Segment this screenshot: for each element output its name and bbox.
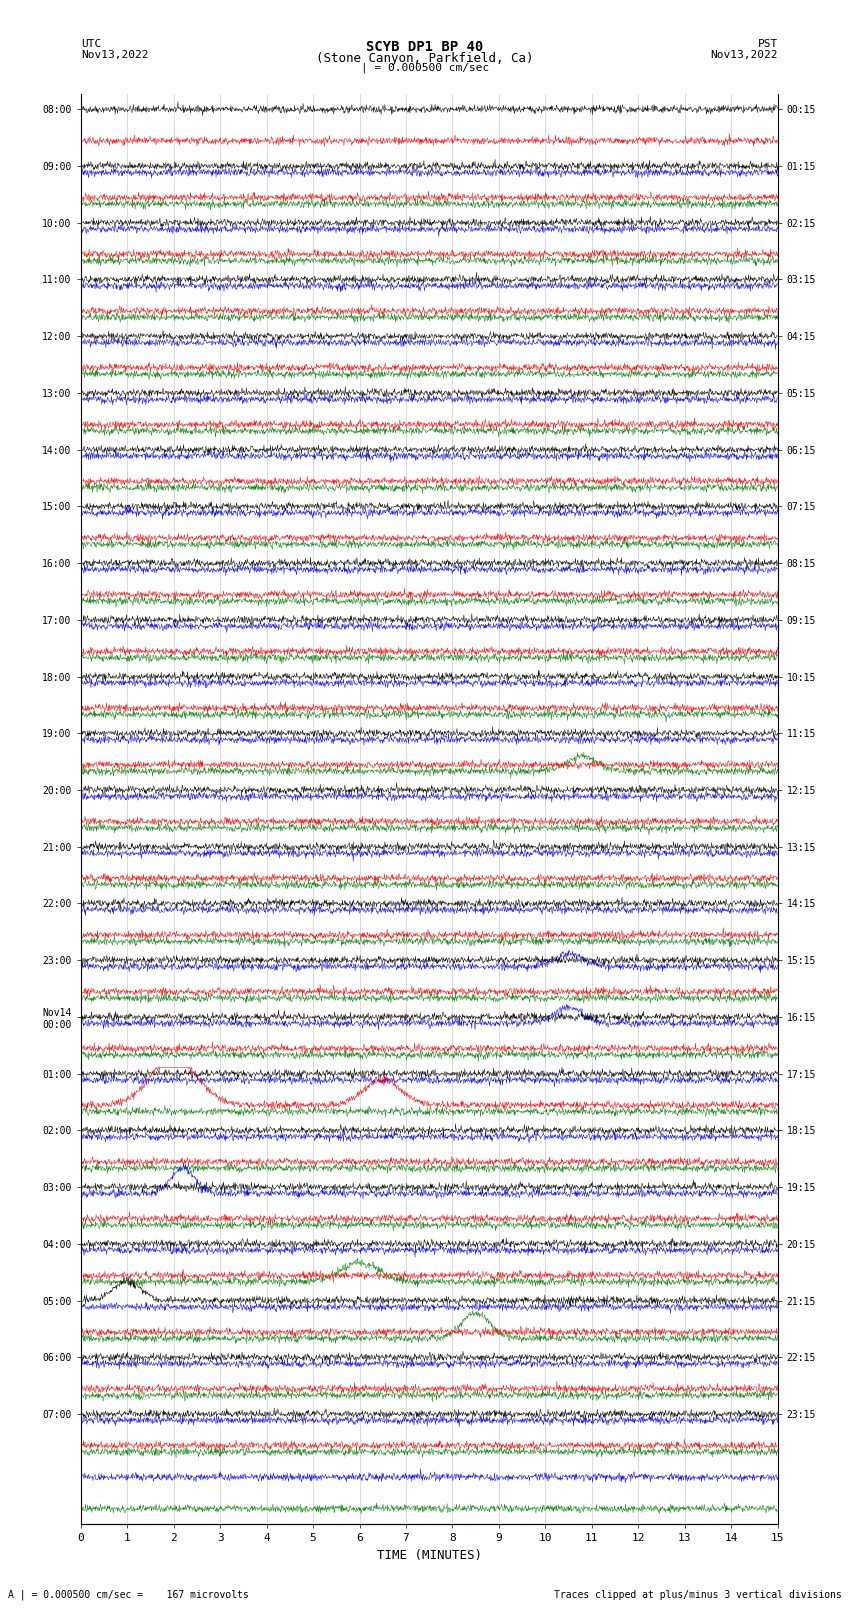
Text: SCYB DP1 BP 40: SCYB DP1 BP 40	[366, 40, 484, 55]
Text: Nov13,2022: Nov13,2022	[711, 50, 778, 60]
Text: A | = 0.000500 cm/sec =    167 microvolts: A | = 0.000500 cm/sec = 167 microvolts	[8, 1589, 249, 1600]
X-axis label: TIME (MINUTES): TIME (MINUTES)	[377, 1548, 482, 1561]
Text: Nov13,2022: Nov13,2022	[81, 50, 148, 60]
Text: (Stone Canyon, Parkfield, Ca): (Stone Canyon, Parkfield, Ca)	[316, 52, 534, 65]
Text: Traces clipped at plus/minus 3 vertical divisions: Traces clipped at plus/minus 3 vertical …	[553, 1590, 842, 1600]
Text: | = 0.000500 cm/sec: | = 0.000500 cm/sec	[361, 63, 489, 74]
Text: UTC: UTC	[81, 39, 101, 48]
Text: PST: PST	[757, 39, 778, 48]
